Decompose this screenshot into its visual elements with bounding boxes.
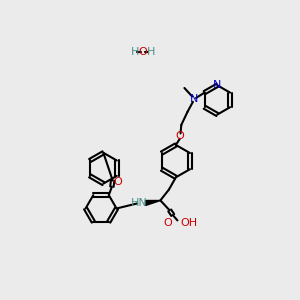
Text: O: O (113, 177, 122, 187)
Text: O: O (176, 131, 184, 141)
Text: O: O (139, 47, 147, 57)
Text: N: N (213, 80, 221, 89)
Text: N: N (190, 94, 198, 104)
Text: O: O (164, 218, 172, 228)
Text: OH: OH (181, 218, 198, 228)
Text: HN: HN (131, 198, 148, 208)
Text: H: H (146, 47, 155, 57)
Text: H: H (131, 47, 139, 57)
Polygon shape (145, 200, 161, 205)
